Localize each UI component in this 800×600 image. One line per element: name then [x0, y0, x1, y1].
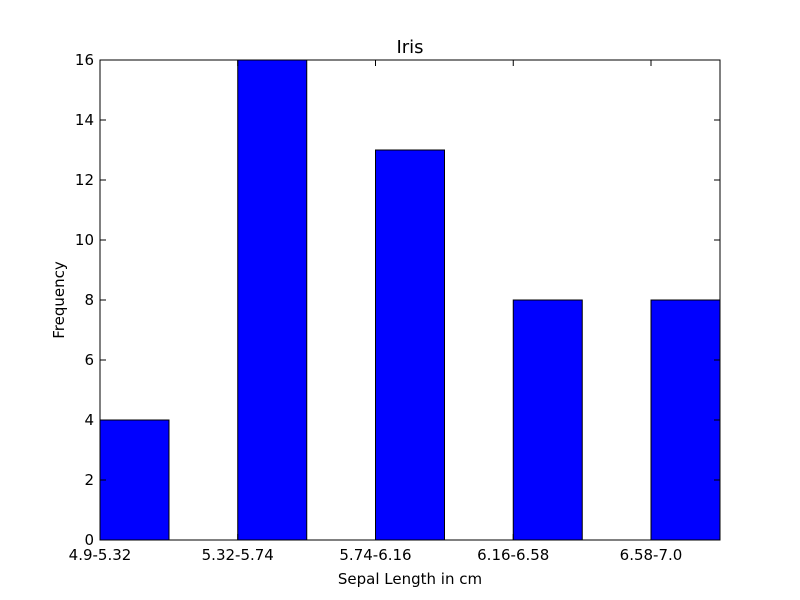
- bar-5.74-6.16: [375, 149, 445, 541]
- x-tick-label: 5.32-5.74: [202, 546, 274, 564]
- chart-title: Iris: [396, 37, 423, 58]
- x-tick-label: 4.9-5.32: [69, 546, 132, 564]
- bar-6.58-7.0: [650, 299, 721, 541]
- bar-4.9-5.32: [99, 419, 170, 541]
- y-tick-label: 10: [75, 231, 94, 249]
- plot-area-frame: [99, 59, 721, 541]
- y-tick-label: 6: [84, 351, 94, 369]
- y-tick-label: 4: [84, 411, 94, 429]
- y-tick-label: 12: [75, 171, 94, 189]
- x-axis-label: Sepal Length in cm: [338, 570, 482, 588]
- x-axis-ticks: 4.9-5.32 5.32-5.74 5.74-6.16 6.16-6.58 6.58-…: [69, 60, 683, 564]
- y-tick-label: 2: [84, 471, 94, 489]
- y-tick-label: 14: [75, 111, 94, 129]
- x-tick-label: 6.16-6.58: [477, 546, 549, 564]
- y-tick-label: 8: [84, 291, 94, 309]
- bar-5.32-5.74: [237, 59, 308, 541]
- bars-group: [99, 59, 721, 541]
- bar-6.16-6.58: [512, 299, 583, 541]
- y-tick-label: 0: [84, 531, 94, 549]
- y-axis-label: Frequency: [50, 261, 68, 339]
- x-tick-label: 5.74-6.16: [339, 546, 411, 564]
- x-tick-label: 6.58-7.0: [620, 546, 683, 564]
- y-tick-label: 16: [75, 51, 94, 69]
